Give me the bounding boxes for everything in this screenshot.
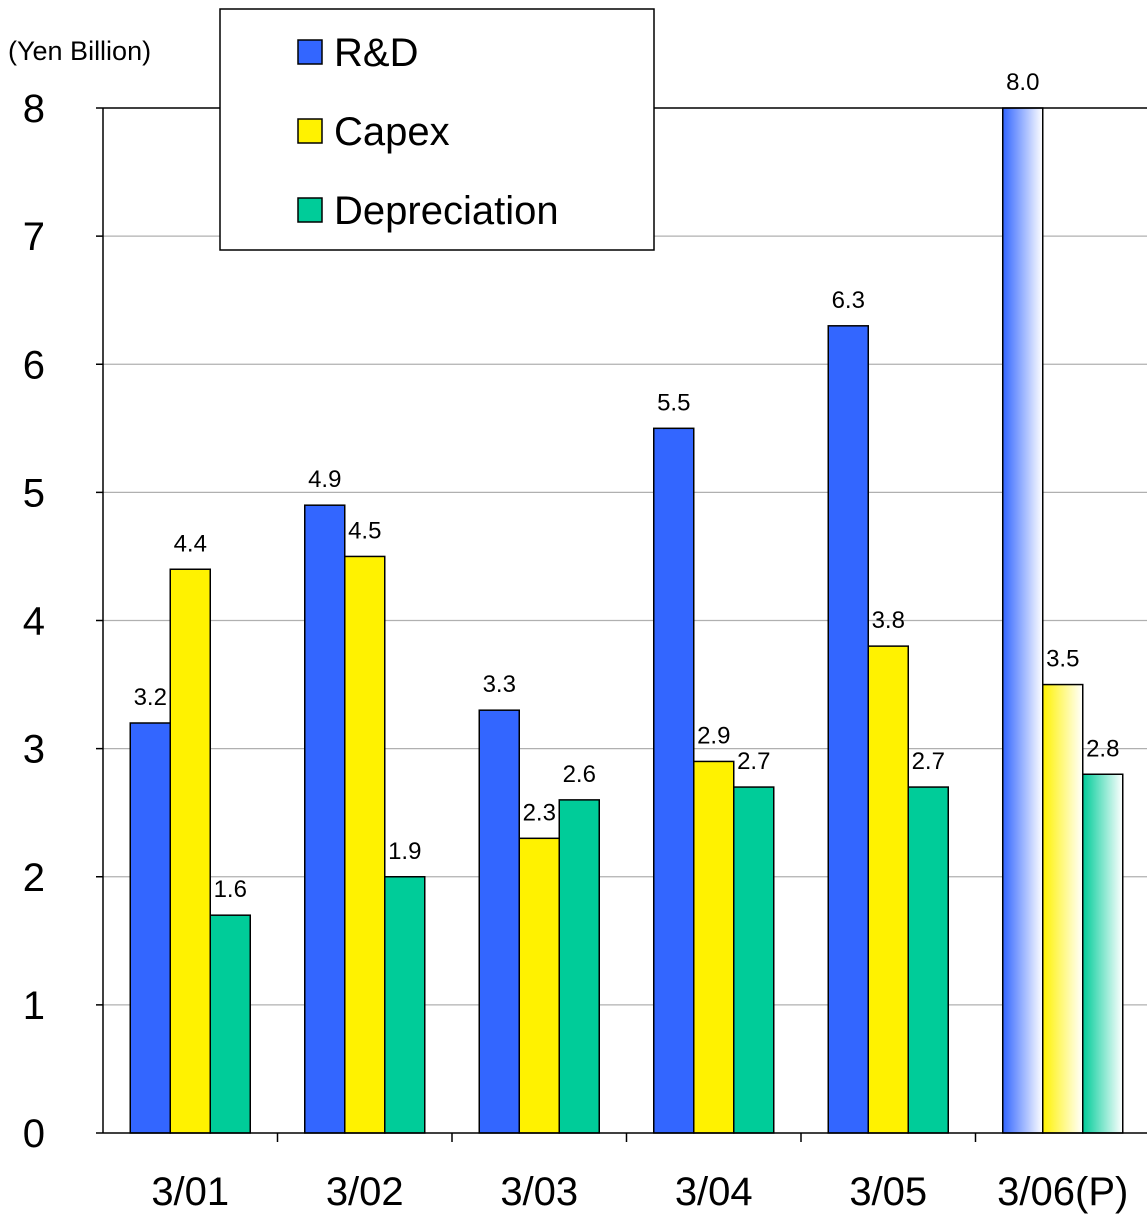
data-label: 3.8 (872, 607, 905, 634)
legend-swatch (297, 118, 323, 144)
y-tick-label: 1 (23, 984, 45, 1028)
bar-capex (1042, 683, 1084, 1134)
data-label: 6.3 (832, 287, 865, 314)
y-tick-label: 3 (23, 728, 45, 772)
data-label: 2.7 (912, 748, 945, 775)
bar-r-d (827, 325, 869, 1134)
x-tick-label: 3/05 (849, 1170, 927, 1214)
bars (129, 107, 1124, 1134)
data-label: 4.5 (348, 517, 381, 544)
bar-depreciation (558, 799, 600, 1134)
data-label: 4.4 (174, 530, 207, 557)
y-tick-label: 6 (23, 343, 45, 387)
data-label: 2.3 (523, 799, 556, 826)
unit-label: (Yen Billion) (8, 36, 151, 66)
legend-box (219, 8, 655, 251)
bar-capex (169, 568, 211, 1134)
y-tick-label: 0 (23, 1112, 45, 1156)
bar-depreciation (384, 876, 426, 1134)
bar-depreciation (1082, 773, 1124, 1134)
bar-r-d (129, 722, 171, 1134)
data-label: 2.9 (697, 722, 730, 749)
legend-swatch (297, 39, 323, 65)
y-tick-label: 5 (23, 471, 45, 515)
data-label: 2.6 (563, 761, 596, 788)
bar-capex (867, 645, 909, 1134)
legend-entry-label: Capex (334, 110, 450, 154)
y-tick-label: 8 (23, 87, 45, 131)
x-tick-label: 3/03 (500, 1170, 578, 1214)
y-tick-label: 2 (23, 856, 45, 900)
bar-r-d (653, 427, 695, 1134)
x-tick-label: 3/06(P) (997, 1170, 1128, 1214)
bar-r-d (478, 709, 520, 1134)
bar-depreciation (209, 914, 251, 1134)
axes (96, 107, 1147, 1142)
legend: R&D Capex Depreciation (219, 8, 655, 251)
bar-capex (344, 555, 386, 1134)
bar-capex (693, 760, 735, 1134)
y-tick-label: 7 (23, 215, 45, 259)
data-label: 2.7 (737, 748, 770, 775)
gridlines (103, 235, 1147, 1006)
data-label: 2.8 (1086, 735, 1119, 762)
legend-entry-label: Depreciation (334, 189, 559, 233)
legend-swatch (297, 197, 323, 223)
bar-r-d (1002, 107, 1044, 1134)
bar-capex (518, 837, 560, 1134)
x-tick-label: 3/02 (326, 1170, 404, 1214)
y-tick-labels: 0 1 2 3 4 5 6 7 8 (23, 87, 45, 1156)
data-label: 4.9 (308, 466, 341, 493)
legend-entry-label: R&D (334, 31, 418, 75)
x-tick-label: 3/04 (675, 1170, 753, 1214)
data-label: 3.2 (134, 684, 167, 711)
y-tick-label: 4 (23, 600, 45, 644)
data-label: 5.5 (657, 389, 690, 416)
x-tick-labels: 3/01 3/02 3/03 3/04 3/05 3/06(P) (151, 1170, 1128, 1214)
data-label: 3.5 (1046, 646, 1079, 673)
data-label: 3.3 (483, 671, 516, 698)
bar-r-d (304, 504, 346, 1134)
data-label: 8.0 (1006, 69, 1039, 96)
bar-depreciation (733, 786, 775, 1134)
x-tick-label: 3/01 (151, 1170, 229, 1214)
data-label: 1.9 (388, 838, 421, 865)
bar-depreciation (907, 786, 949, 1134)
value-labels: 3.2 4.4 1.6 4.9 4.5 1.9 3.3 2.3 2.6 5.5 2.9 2.7 6.3 3… (134, 69, 1120, 903)
data-label: 1.6 (214, 876, 247, 903)
